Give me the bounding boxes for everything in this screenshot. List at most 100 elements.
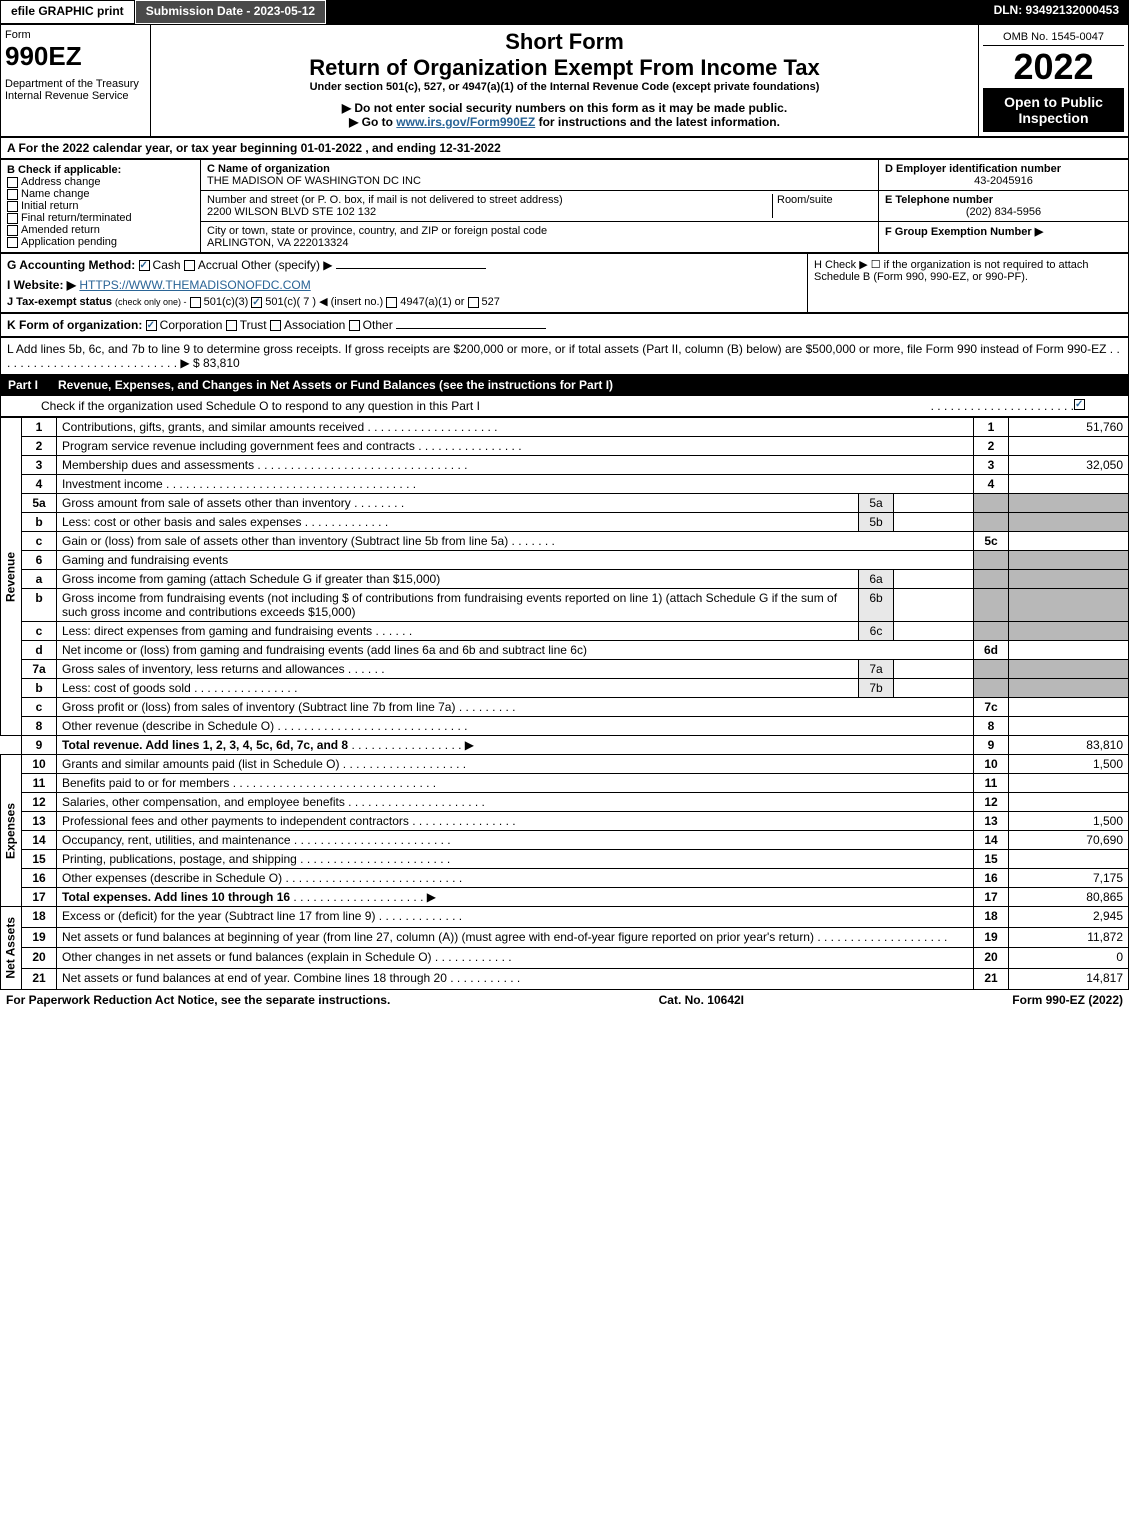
line-6d-value (1009, 641, 1129, 660)
irs-link[interactable]: www.irs.gov/Form990EZ (396, 115, 535, 129)
net-assets-vertical-label: Net Assets (1, 907, 22, 990)
line-5b-value (894, 513, 974, 532)
check-initial-return[interactable]: Initial return (7, 200, 194, 212)
b-label: B Check if applicable: (7, 164, 194, 176)
line-18-value: 2,945 (1009, 907, 1129, 928)
check-address-change[interactable]: Address change (7, 176, 194, 188)
check-527[interactable] (468, 297, 479, 308)
g-accounting: G Accounting Method: Cash Accrual Other … (7, 258, 801, 272)
check-trust[interactable] (226, 320, 237, 331)
city-label: City or town, state or province, country… (207, 225, 872, 237)
line-1-rn: 1 (974, 418, 1009, 437)
line-7a-value (894, 660, 974, 679)
efile-print-button[interactable]: efile GRAPHIC print (0, 0, 135, 24)
line-19-value: 11,872 (1009, 927, 1129, 948)
part-1-check-text: Check if the organization used Schedule … (41, 399, 931, 413)
c-name-label: C Name of organization (207, 163, 872, 175)
check-accrual[interactable] (184, 260, 195, 271)
check-association[interactable] (270, 320, 281, 331)
check-501c3[interactable] (190, 297, 201, 308)
street-value: 2200 WILSON BLVD STE 102 132 (207, 206, 772, 218)
line-6b-value (894, 589, 974, 622)
tax-year: 2022 (983, 46, 1124, 88)
check-corporation[interactable] (146, 320, 157, 331)
catalog-number: Cat. No. 10642I (659, 993, 744, 1007)
room-suite-label: Room/suite (772, 194, 872, 218)
line-4-value (1009, 475, 1129, 494)
check-schedule-o[interactable] (1074, 399, 1085, 410)
line-1-text: Contributions, gifts, grants, and simila… (57, 418, 974, 437)
line-10-value: 1,500 (1009, 755, 1129, 774)
header-right-col: OMB No. 1545-0047 2022 Open to Public In… (978, 25, 1128, 136)
check-other-org[interactable] (349, 320, 360, 331)
section-d-ein: D Employer identification number 43-2045… (878, 160, 1128, 252)
line-6a-value (894, 570, 974, 589)
i-website: I Website: ▶ HTTPS://WWW.THEMADISONOFDC.… (7, 278, 801, 292)
e-phone-label: E Telephone number (885, 194, 1122, 206)
expenses-vertical-label: Expenses (1, 755, 22, 907)
omb-number: OMB No. 1545-0047 (983, 29, 1124, 46)
check-amended-return[interactable]: Amended return (7, 224, 194, 236)
instruction-no-ssn: ▶ Do not enter social security numbers o… (155, 101, 974, 115)
return-title: Return of Organization Exempt From Incom… (155, 55, 974, 81)
line-7b-value (894, 679, 974, 698)
line-12-value (1009, 793, 1129, 812)
gross-receipts-value: 83,810 (203, 356, 240, 370)
line-9-value: 83,810 (1009, 736, 1129, 755)
h-schedule-b: H Check ▶ ☐ if the organization is not r… (808, 254, 1128, 312)
line-17-value: 80,865 (1009, 888, 1129, 907)
k-form-org: K Form of organization: Corporation Trus… (0, 313, 1129, 337)
form-header: Form 990EZ Department of the Treasury In… (0, 24, 1129, 137)
street-label: Number and street (or P. O. box, if mail… (207, 194, 772, 206)
line-11-value (1009, 774, 1129, 793)
l-gross-receipts: L Add lines 5b, 6c, and 7b to line 9 to … (0, 337, 1129, 375)
line-15-value (1009, 850, 1129, 869)
f-group-label: F Group Exemption Number ▶ (885, 225, 1122, 238)
top-bar: efile GRAPHIC print Submission Date - 20… (0, 0, 1129, 24)
ein-value: 43-2045916 (885, 175, 1122, 187)
section-a-calendar-year: A For the 2022 calendar year, or tax yea… (0, 137, 1129, 159)
d-ein-label: D Employer identification number (885, 163, 1122, 175)
org-info-grid: B Check if applicable: Address change Na… (0, 159, 1129, 253)
page-footer: For Paperwork Reduction Act Notice, see … (0, 990, 1129, 1010)
short-form-title: Short Form (155, 29, 974, 55)
header-left-col: Form 990EZ Department of the Treasury In… (1, 25, 151, 136)
form-label: Form (5, 29, 146, 41)
header-center-col: Short Form Return of Organization Exempt… (151, 25, 978, 136)
section-b-checkboxes: B Check if applicable: Address change Na… (1, 160, 201, 252)
website-link[interactable]: HTTPS://WWW.THEMADISONOFDC.COM (79, 278, 310, 292)
line-7c-value (1009, 698, 1129, 717)
part-1-label: Part I (8, 378, 58, 392)
line-14-value: 70,690 (1009, 831, 1129, 850)
paperwork-notice: For Paperwork Reduction Act Notice, see … (6, 993, 390, 1007)
form-number: 990EZ (5, 41, 146, 72)
phone-value: (202) 834-5956 (885, 206, 1122, 218)
check-name-change[interactable]: Name change (7, 188, 194, 200)
check-application-pending[interactable]: Application pending (7, 236, 194, 248)
check-501c[interactable] (251, 297, 262, 308)
city-value: ARLINGTON, VA 222013324 (207, 237, 872, 249)
check-cash[interactable] (139, 260, 150, 271)
line-6c-value (894, 622, 974, 641)
open-to-public: Open to Public Inspection (983, 88, 1124, 132)
under-section-text: Under section 501(c), 527, or 4947(a)(1)… (155, 81, 974, 93)
section-c-org-name: C Name of organization THE MADISON OF WA… (201, 160, 878, 252)
line-8-value (1009, 717, 1129, 736)
irs-label: Internal Revenue Service (5, 90, 146, 102)
submission-date: Submission Date - 2023-05-12 (135, 0, 326, 24)
line-2-value (1009, 437, 1129, 456)
j-tax-exempt: J Tax-exempt status (check only one) - 5… (7, 295, 801, 308)
part-1-title: Revenue, Expenses, and Changes in Net As… (58, 378, 1121, 392)
part-1-table: Revenue 1 Contributions, gifts, grants, … (0, 417, 1129, 990)
check-final-return[interactable]: Final return/terminated (7, 212, 194, 224)
instruction-goto: ▶ Go to www.irs.gov/Form990EZ for instru… (155, 115, 974, 129)
line-5a-value (894, 494, 974, 513)
line-20-value: 0 (1009, 948, 1129, 969)
line-3-value: 32,050 (1009, 456, 1129, 475)
dln-label: DLN: 93492132000453 (984, 0, 1129, 24)
line-1-num: 1 (22, 418, 57, 437)
line-13-value: 1,500 (1009, 812, 1129, 831)
check-4947[interactable] (386, 297, 397, 308)
line-1-value: 51,760 (1009, 418, 1129, 437)
part-1-header: Part I Revenue, Expenses, and Changes in… (0, 375, 1129, 395)
